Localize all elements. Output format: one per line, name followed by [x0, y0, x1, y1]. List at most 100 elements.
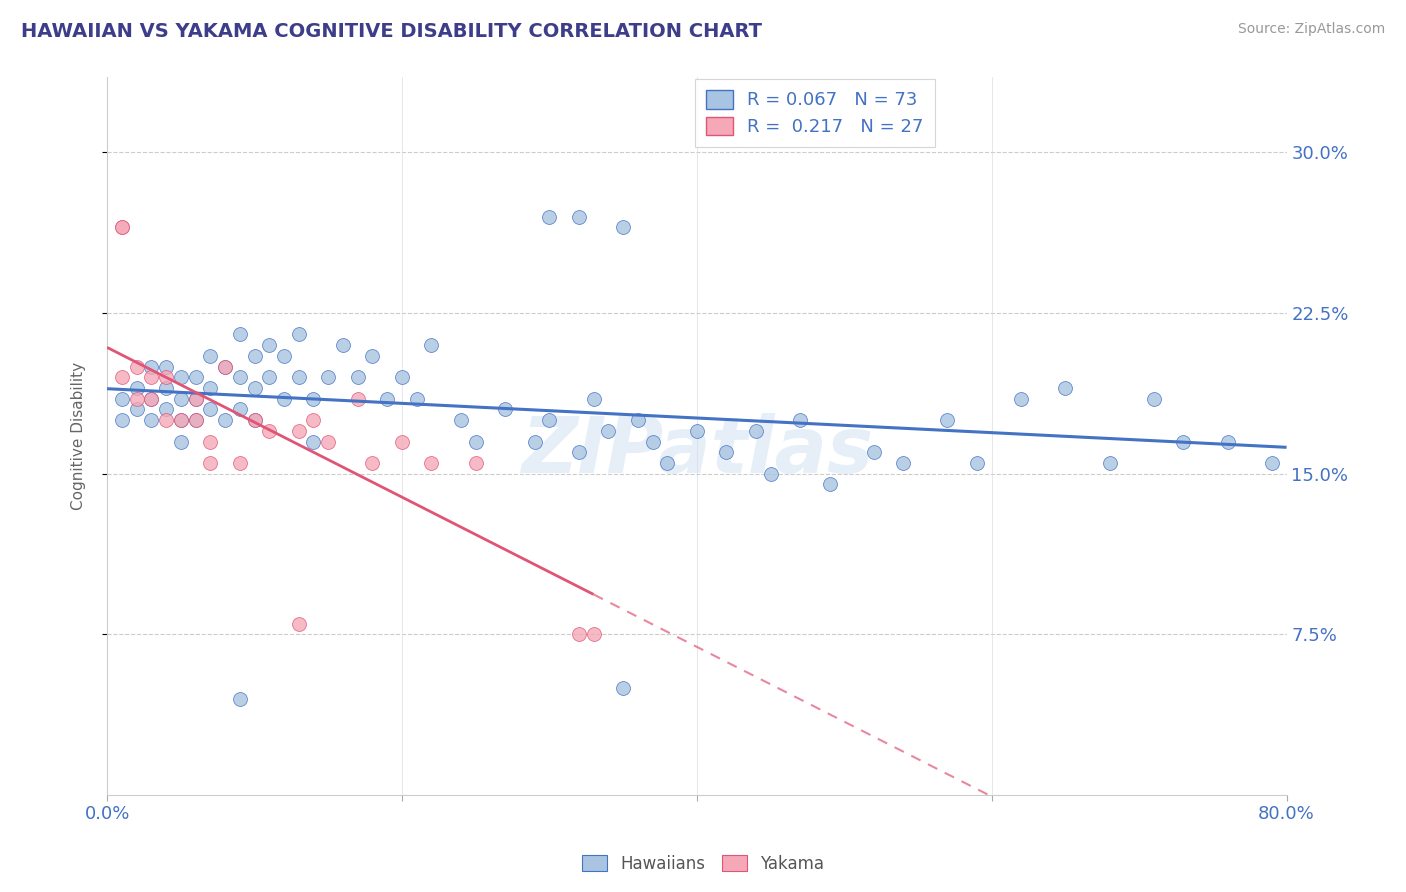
- Text: ZIPatlas: ZIPatlas: [520, 413, 873, 489]
- Text: Source: ZipAtlas.com: Source: ZipAtlas.com: [1237, 22, 1385, 37]
- Point: [111, 220, 134, 235]
- Point: [1054, 381, 1077, 395]
- Point: [214, 359, 236, 374]
- Point: [936, 413, 959, 427]
- Point: [686, 424, 709, 438]
- Point: [361, 456, 384, 470]
- Point: [391, 434, 413, 449]
- Point: [184, 370, 207, 384]
- Point: [598, 424, 620, 438]
- Point: [155, 402, 177, 417]
- Point: [302, 392, 325, 406]
- Point: [568, 445, 591, 459]
- Point: [229, 327, 252, 342]
- Point: [111, 413, 134, 427]
- Point: [287, 616, 309, 631]
- Point: [170, 434, 193, 449]
- Point: [125, 381, 148, 395]
- Point: [1216, 434, 1239, 449]
- Point: [818, 477, 841, 491]
- Point: [200, 434, 222, 449]
- Point: [200, 402, 222, 417]
- Point: [716, 445, 738, 459]
- Point: [612, 220, 634, 235]
- Point: [184, 413, 207, 427]
- Point: [538, 413, 561, 427]
- Point: [155, 413, 177, 427]
- Point: [568, 210, 591, 224]
- Legend: Hawaiians, Yakama: Hawaiians, Yakama: [575, 848, 831, 880]
- Point: [229, 691, 252, 706]
- Point: [745, 424, 768, 438]
- Point: [641, 434, 664, 449]
- Legend: R = 0.067   N = 73, R =  0.217   N = 27: R = 0.067 N = 73, R = 0.217 N = 27: [695, 79, 935, 147]
- Point: [568, 627, 591, 641]
- Point: [375, 392, 398, 406]
- Point: [789, 413, 811, 427]
- Point: [111, 220, 134, 235]
- Point: [170, 370, 193, 384]
- Point: [1098, 456, 1121, 470]
- Point: [657, 456, 679, 470]
- Point: [125, 392, 148, 406]
- Point: [243, 381, 266, 395]
- Point: [141, 392, 163, 406]
- Point: [273, 392, 295, 406]
- Point: [523, 434, 546, 449]
- Point: [184, 392, 207, 406]
- Point: [141, 392, 163, 406]
- Point: [582, 627, 605, 641]
- Point: [538, 210, 561, 224]
- Point: [111, 392, 134, 406]
- Point: [1143, 392, 1166, 406]
- Point: [243, 349, 266, 363]
- Point: [332, 338, 354, 352]
- Point: [273, 349, 295, 363]
- Point: [125, 359, 148, 374]
- Point: [259, 424, 281, 438]
- Point: [200, 456, 222, 470]
- Point: [287, 424, 309, 438]
- Point: [302, 413, 325, 427]
- Point: [287, 327, 309, 342]
- Point: [214, 413, 236, 427]
- Point: [420, 338, 443, 352]
- Point: [170, 392, 193, 406]
- Point: [464, 456, 486, 470]
- Point: [316, 434, 339, 449]
- Point: [759, 467, 782, 481]
- Point: [200, 349, 222, 363]
- Point: [141, 370, 163, 384]
- Point: [494, 402, 516, 417]
- Point: [125, 402, 148, 417]
- Point: [259, 338, 281, 352]
- Y-axis label: Cognitive Disability: Cognitive Disability: [72, 362, 86, 510]
- Point: [1261, 456, 1284, 470]
- Point: [259, 370, 281, 384]
- Point: [420, 456, 443, 470]
- Point: [1173, 434, 1195, 449]
- Point: [316, 370, 339, 384]
- Point: [111, 370, 134, 384]
- Point: [302, 434, 325, 449]
- Point: [346, 392, 368, 406]
- Point: [1010, 392, 1032, 406]
- Point: [450, 413, 472, 427]
- Point: [155, 359, 177, 374]
- Point: [966, 456, 988, 470]
- Point: [229, 456, 252, 470]
- Point: [391, 370, 413, 384]
- Point: [361, 349, 384, 363]
- Point: [184, 392, 207, 406]
- Point: [627, 413, 650, 427]
- Point: [155, 381, 177, 395]
- Point: [464, 434, 486, 449]
- Point: [229, 370, 252, 384]
- Point: [170, 413, 193, 427]
- Point: [229, 402, 252, 417]
- Point: [287, 370, 309, 384]
- Point: [405, 392, 427, 406]
- Point: [214, 359, 236, 374]
- Point: [184, 413, 207, 427]
- Point: [141, 359, 163, 374]
